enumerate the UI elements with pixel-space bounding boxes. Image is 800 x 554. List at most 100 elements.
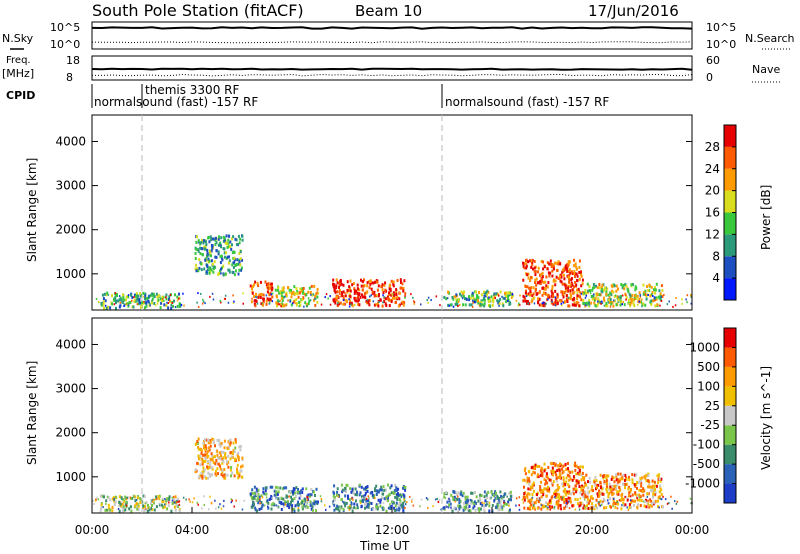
echo-cell xyxy=(355,289,358,293)
scatter-cell xyxy=(210,501,213,504)
echo-cell xyxy=(216,438,219,442)
echo-cell xyxy=(250,300,253,304)
echo-cell xyxy=(123,303,126,307)
echo-cell xyxy=(333,495,336,499)
echo-cell xyxy=(549,506,552,510)
echo-cell xyxy=(210,466,213,469)
echo-cell xyxy=(541,271,544,275)
echo-cell xyxy=(628,505,631,509)
scatter-cell xyxy=(378,300,380,303)
echo-cell xyxy=(540,495,543,499)
echo-cell xyxy=(267,501,270,505)
echo-cell xyxy=(581,493,584,497)
echo-cell xyxy=(374,487,376,491)
echo-cell xyxy=(651,479,654,483)
echo-cell xyxy=(399,499,402,503)
scatter-cell xyxy=(201,507,203,510)
echo-cell xyxy=(394,483,397,487)
echo-cell xyxy=(334,290,337,294)
echo-cell xyxy=(540,259,543,263)
echo-cell xyxy=(598,283,601,286)
echo-cell xyxy=(454,491,457,495)
echo-cell xyxy=(479,302,482,306)
echo-cell xyxy=(534,501,537,504)
echo-cell xyxy=(613,480,616,484)
echo-cell xyxy=(612,492,615,496)
scatter-cell xyxy=(498,304,500,307)
echo-cell xyxy=(557,504,560,507)
scatter-cell xyxy=(541,302,544,305)
scatter-cell xyxy=(365,497,368,500)
echo-cell xyxy=(202,453,205,457)
echo-cell xyxy=(145,508,148,511)
scatter-cell xyxy=(196,301,198,304)
echo-cell xyxy=(583,478,585,481)
echo-cell xyxy=(591,485,594,489)
echo-cell xyxy=(580,486,583,490)
echo-cell xyxy=(509,490,512,494)
scatter-cell xyxy=(176,501,178,504)
scatter-cell xyxy=(506,495,508,498)
echo-cell xyxy=(605,301,608,305)
echo-cell xyxy=(361,495,363,499)
echo-cell xyxy=(299,287,302,291)
echo-cell xyxy=(545,479,547,483)
echo-cell xyxy=(198,454,201,458)
scatter-cell xyxy=(232,294,234,297)
echo-cell xyxy=(230,247,233,251)
echo-cell xyxy=(621,284,624,288)
echo-cell xyxy=(481,503,484,507)
echo-cell xyxy=(221,461,224,465)
echo-cell xyxy=(386,297,389,301)
echo-cell xyxy=(225,251,227,255)
echo-cell xyxy=(220,267,222,271)
echo-cell xyxy=(287,502,290,506)
scatter-cell xyxy=(624,495,626,498)
echo-cell xyxy=(207,460,209,463)
echo-cell xyxy=(565,480,568,484)
echo-cell xyxy=(257,492,260,496)
echo-cell xyxy=(565,294,568,298)
echo-cell xyxy=(211,454,214,458)
scatter-cell xyxy=(397,495,399,498)
scatter-cell xyxy=(435,295,438,298)
echo-cell xyxy=(470,501,473,505)
echo-cell xyxy=(633,304,636,308)
echo-cell xyxy=(498,302,501,306)
echo-cell xyxy=(361,498,364,502)
echo-cell xyxy=(101,494,104,498)
echo-cell xyxy=(586,495,589,499)
echo-cell xyxy=(492,300,495,304)
echo-cell xyxy=(376,288,379,292)
echo-cell xyxy=(603,480,606,483)
echo-cell xyxy=(633,294,636,298)
echo-cell xyxy=(649,503,652,507)
echo-cell xyxy=(558,468,561,472)
echo-cell xyxy=(356,283,359,287)
scatter-cell xyxy=(314,503,316,506)
echo-cell xyxy=(525,262,528,266)
echo-cell xyxy=(236,472,239,476)
echo-cell xyxy=(281,487,284,491)
echo-cell xyxy=(615,475,618,478)
echo-cell xyxy=(292,491,295,495)
echo-cell xyxy=(607,495,610,499)
scatter-cell xyxy=(448,304,451,307)
scatter-cell xyxy=(215,507,217,510)
echo-cell xyxy=(478,496,481,500)
scatter-cell xyxy=(585,294,587,297)
echo-cell xyxy=(268,287,271,291)
scatter-cell xyxy=(553,507,555,510)
echo-cell xyxy=(532,506,534,510)
echo-cell xyxy=(365,505,368,509)
echo-cell xyxy=(540,490,542,494)
echo-cell xyxy=(593,286,596,290)
echo-cell xyxy=(632,302,635,306)
echo-cell xyxy=(544,287,547,290)
echo-cell xyxy=(558,493,561,497)
echo-cell xyxy=(550,289,553,293)
scatter-cell xyxy=(601,300,603,303)
echo-cell xyxy=(404,486,407,489)
echo-cell xyxy=(473,298,476,302)
scatter-cell xyxy=(309,299,312,302)
